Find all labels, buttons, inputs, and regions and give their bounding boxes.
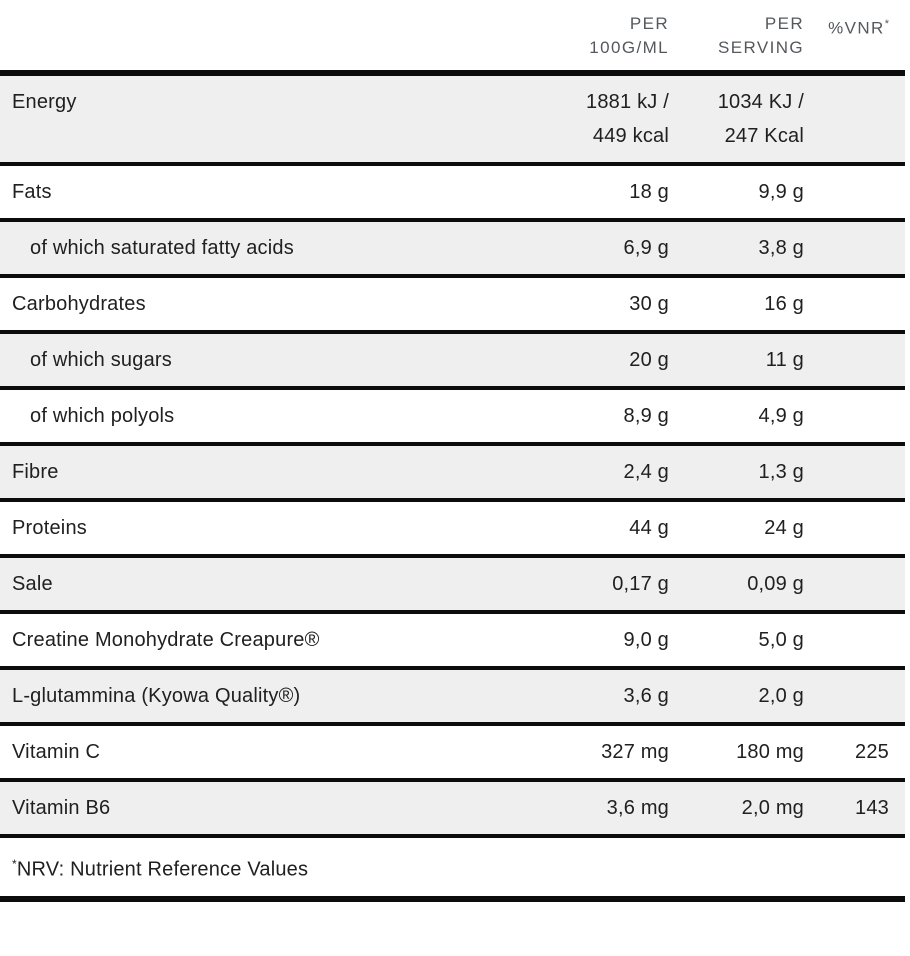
nutrition-facts-table: PER 100G/ML PER SERVING %VNR* Energy 188…	[0, 0, 905, 902]
table-row: Proteins 44 g 24 g	[0, 498, 905, 554]
value-per-100g: 3,6 g	[623, 685, 669, 707]
footnote-text: NRV: Nutrient Reference Values	[16, 858, 309, 881]
value-per-serving: 24 g	[764, 517, 804, 539]
value-per-100g: 30 g	[629, 293, 669, 315]
nutrient-label: Vitamin B6	[12, 797, 111, 819]
value-per-serving: 5,0 g	[758, 629, 804, 651]
table-row: L-glutammina (Kyowa Quality®) 3,6 g 2,0 …	[0, 666, 905, 722]
value-per-serving: 2,0 g	[758, 685, 804, 707]
nutrient-label: Energy	[12, 91, 77, 113]
nutrient-label: Fats	[12, 181, 52, 203]
value-per-100g: 0,17 g	[612, 573, 669, 595]
value-per-100g: 327 mg	[601, 741, 669, 763]
table-row: Creatine Monohydrate Creapure® 9,0 g 5,0…	[0, 610, 905, 666]
value-per-serving: 11 g	[765, 349, 804, 371]
table-row: Sale 0,17 g 0,09 g	[0, 554, 905, 610]
value-vnr-percent: 143	[855, 797, 889, 819]
nrv-footnote: *NRV: Nutrient Reference Values	[0, 834, 905, 902]
table-row: Vitamin C 327 mg 180 mg 225	[0, 722, 905, 778]
value-per-100g: 1881 kJ / 449 kcal	[586, 91, 669, 147]
nutrient-label: Vitamin C	[12, 741, 101, 763]
value-per-100g: 9,0 g	[623, 629, 669, 651]
nutrient-label: of which polyols	[30, 405, 175, 427]
value-per-100g: 18 g	[629, 181, 669, 203]
value-per-serving: 4,9 g	[758, 405, 804, 427]
table-row: of which sugars 20 g 11 g	[0, 330, 905, 386]
value-per-serving: 9,9 g	[758, 181, 804, 203]
value-per-100g: 20 g	[629, 349, 669, 371]
table-header-row: PER 100G/ML PER SERVING %VNR*	[0, 0, 905, 70]
value-per-100g: 6,9 g	[623, 237, 669, 259]
nutrient-label: L-glutammina (Kyowa Quality®)	[12, 685, 301, 707]
nutrient-label: Fibre	[12, 461, 59, 483]
table-body: Energy 1881 kJ / 449 kcal 1034 KJ / 247 …	[0, 70, 905, 834]
table-row: Energy 1881 kJ / 449 kcal 1034 KJ / 247 …	[0, 76, 905, 162]
value-per-serving: 1034 KJ / 247 Kcal	[717, 91, 804, 147]
header-vnr-label: %VNR	[828, 18, 885, 38]
nutrient-label: Proteins	[12, 517, 87, 539]
table-row: Fibre 2,4 g 1,3 g	[0, 442, 905, 498]
table-row: of which saturated fatty acids 6,9 g 3,8…	[0, 218, 905, 274]
value-per-serving: 0,09 g	[747, 573, 804, 595]
nutrient-label: of which saturated fatty acids	[30, 237, 294, 259]
header-per-serving: PER SERVING	[717, 14, 804, 57]
value-per-100g: 44 g	[629, 517, 669, 539]
value-per-serving: 1,3 g	[758, 461, 804, 483]
header-per-100g: PER 100G/ML	[589, 14, 669, 57]
value-vnr-percent: 225	[855, 741, 889, 763]
nutrient-label: Sale	[12, 573, 53, 595]
header-empty-cell	[0, 12, 509, 60]
value-per-100g: 3,6 mg	[606, 797, 669, 819]
footnote-asterisk: *	[12, 857, 17, 871]
table-row: Vitamin B6 3,6 mg 2,0 mg 143	[0, 778, 905, 834]
value-per-serving: 180 mg	[736, 741, 804, 763]
table-row: of which polyols 8,9 g 4,9 g	[0, 386, 905, 442]
value-per-100g: 8,9 g	[623, 405, 669, 427]
nutrient-label: Creatine Monohydrate Creapure®	[12, 629, 320, 651]
value-per-serving: 2,0 mg	[741, 797, 804, 819]
nutrient-label: Carbohydrates	[12, 293, 146, 315]
table-row: Carbohydrates 30 g 16 g	[0, 274, 905, 330]
table-row: Fats 18 g 9,9 g	[0, 162, 905, 218]
header-vnr-asterisk: *	[884, 18, 889, 30]
nutrient-label: of which sugars	[30, 349, 172, 371]
header-vnr: %VNR*	[804, 12, 889, 60]
value-per-serving: 16 g	[764, 293, 804, 315]
value-per-serving: 3,8 g	[758, 237, 804, 259]
value-per-100g: 2,4 g	[623, 461, 669, 483]
